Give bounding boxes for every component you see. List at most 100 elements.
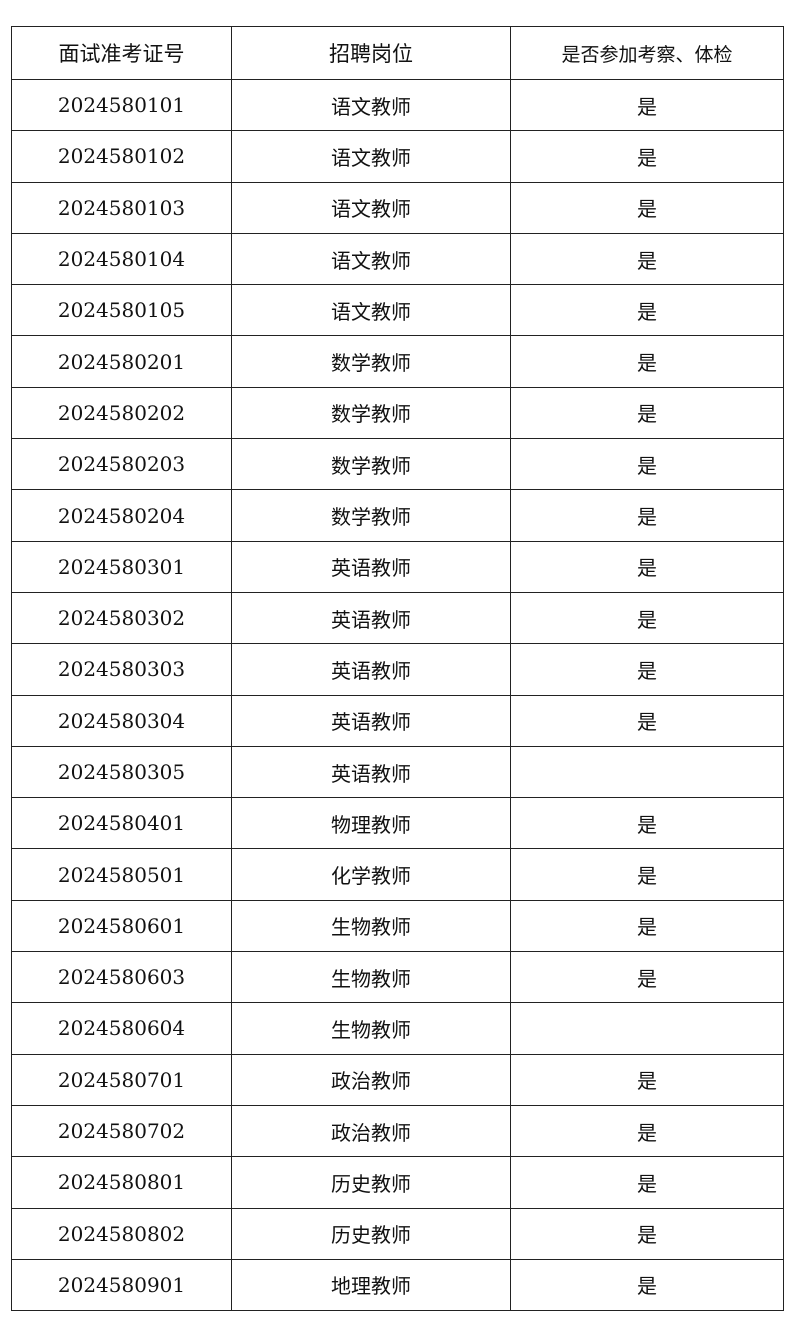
table-row: 2024580202 数学教师是 bbox=[11, 386, 784, 440]
table-row: 2024580305 英语教师 bbox=[11, 745, 784, 799]
attend-cell: 是 bbox=[510, 130, 784, 183]
table-row: 2024580701 政治教师是 bbox=[11, 1053, 784, 1106]
table-row: 2024580102 语文教师是 bbox=[11, 130, 784, 183]
table-row: 2024580604 生物教师 bbox=[11, 1002, 784, 1055]
attend-cell: 是 bbox=[510, 1207, 784, 1260]
position-cell: 化学教师 bbox=[231, 848, 511, 901]
table-row: 2024580104 语文教师是 bbox=[11, 232, 784, 286]
position-cell: 英语教师 bbox=[231, 694, 511, 747]
position-cell: 语文教师 bbox=[231, 284, 511, 337]
exam-id-cell: 2024580303 bbox=[11, 643, 232, 696]
position-cell: 语文教师 bbox=[231, 232, 511, 286]
table-row: 2024580204 数学教师是 bbox=[11, 489, 784, 542]
table-row: 2024580702 政治教师是 bbox=[11, 1104, 784, 1158]
exam-id-cell: 2024580802 bbox=[11, 1207, 232, 1260]
attend-cell: 是 bbox=[510, 694, 784, 747]
exam-id-cell: 2024580901 bbox=[11, 1258, 232, 1312]
table-row: 2024580105 语文教师是 bbox=[11, 284, 784, 337]
exam-id-cell: 2024580702 bbox=[11, 1104, 232, 1158]
attend-cell: 是 bbox=[510, 438, 784, 491]
position-cell: 数学教师 bbox=[231, 386, 511, 440]
attend-cell: 是 bbox=[510, 591, 784, 645]
exam-id-cell: 2024580604 bbox=[11, 1002, 232, 1055]
exam-id-cell: 2024580202 bbox=[11, 386, 232, 440]
table-row: 2024580201 数学教师是 bbox=[11, 335, 784, 388]
exam-id-cell: 2024580603 bbox=[11, 951, 232, 1004]
header-exam-id: 面试准考证号 bbox=[11, 26, 232, 80]
position-cell: 英语教师 bbox=[231, 643, 511, 696]
exam-id-cell: 2024580304 bbox=[11, 694, 232, 747]
position-cell: 生物教师 bbox=[231, 1002, 511, 1055]
exam-id-cell: 2024580201 bbox=[11, 335, 232, 388]
attend-cell bbox=[510, 1002, 784, 1055]
table-row: 2024580901 地理教师是 bbox=[11, 1258, 784, 1312]
exam-id-cell: 2024580102 bbox=[11, 130, 232, 183]
position-cell: 语文教师 bbox=[231, 181, 511, 234]
attend-cell: 是 bbox=[510, 1258, 784, 1312]
position-cell: 历史教师 bbox=[231, 1156, 511, 1209]
exam-id-cell: 2024580305 bbox=[11, 745, 232, 799]
exam-id-cell: 2024580101 bbox=[11, 78, 232, 132]
table-row: 2024580302 英语教师是 bbox=[11, 591, 784, 645]
exam-id-cell: 2024580204 bbox=[11, 489, 232, 542]
position-cell: 英语教师 bbox=[231, 745, 511, 799]
position-cell: 英语教师 bbox=[231, 591, 511, 645]
table-row: 2024580101 语文教师是 bbox=[11, 78, 784, 132]
exam-id-cell: 2024580401 bbox=[11, 797, 232, 850]
attend-cell: 是 bbox=[510, 78, 784, 132]
header-position: 招聘岗位 bbox=[231, 26, 511, 80]
exam-id-cell: 2024580103 bbox=[11, 181, 232, 234]
exam-id-cell: 2024580601 bbox=[11, 899, 232, 953]
table-row: 2024580301 英语教师是 bbox=[11, 540, 784, 593]
attend-cell: 是 bbox=[510, 1104, 784, 1158]
position-cell: 政治教师 bbox=[231, 1104, 511, 1158]
table-row: 2024580203 数学教师是 bbox=[11, 438, 784, 491]
exam-id-cell: 2024580104 bbox=[11, 232, 232, 286]
position-cell: 英语教师 bbox=[231, 540, 511, 593]
attend-cell: 是 bbox=[510, 951, 784, 1004]
position-cell: 物理教师 bbox=[231, 797, 511, 850]
attend-cell: 是 bbox=[510, 899, 784, 953]
position-cell: 政治教师 bbox=[231, 1053, 511, 1106]
attend-cell bbox=[510, 745, 784, 799]
attend-cell: 是 bbox=[510, 540, 784, 593]
position-cell: 数学教师 bbox=[231, 335, 511, 388]
position-cell: 语文教师 bbox=[231, 130, 511, 183]
table-row: 2024580303 英语教师是 bbox=[11, 643, 784, 696]
exam-id-cell: 2024580203 bbox=[11, 438, 232, 491]
exam-id-cell: 2024580302 bbox=[11, 591, 232, 645]
exam-id-cell: 2024580701 bbox=[11, 1053, 232, 1106]
attend-cell: 是 bbox=[510, 181, 784, 234]
position-cell: 地理教师 bbox=[231, 1258, 511, 1312]
table-row: 2024580601 生物教师是 bbox=[11, 899, 784, 953]
attend-cell: 是 bbox=[510, 1156, 784, 1209]
position-cell: 语文教师 bbox=[231, 78, 511, 132]
position-cell: 数学教师 bbox=[231, 438, 511, 491]
attend-cell: 是 bbox=[510, 643, 784, 696]
attend-cell: 是 bbox=[510, 335, 784, 388]
table-row: 2024580103 语文教师是 bbox=[11, 181, 784, 234]
position-cell: 生物教师 bbox=[231, 951, 511, 1004]
table-row: 2024580802 历史教师是 bbox=[11, 1207, 784, 1260]
header-attend: 是否参加考察、体检 bbox=[510, 26, 784, 80]
attend-cell: 是 bbox=[510, 284, 784, 337]
exam-id-cell: 2024580301 bbox=[11, 540, 232, 593]
exam-id-cell: 2024580801 bbox=[11, 1156, 232, 1209]
table-row: 2024580801 历史教师是 bbox=[11, 1156, 784, 1209]
attend-cell: 是 bbox=[510, 386, 784, 440]
position-cell: 生物教师 bbox=[231, 899, 511, 953]
attend-cell: 是 bbox=[510, 797, 784, 850]
table-body: 2024580101 语文教师是 2024580102 语文教师是 2024580103… bbox=[11, 78, 784, 1312]
header-row: 面试准考证号 招聘岗位 是否参加考察、体检 bbox=[11, 26, 784, 80]
table-row: 2024580501 化学教师是 bbox=[11, 848, 784, 901]
table-row: 2024580304 英语教师是 bbox=[11, 694, 784, 747]
attend-cell: 是 bbox=[510, 1053, 784, 1106]
attend-cell: 是 bbox=[510, 848, 784, 901]
position-cell: 数学教师 bbox=[231, 489, 511, 542]
results-table: 面试准考证号 招聘岗位 是否参加考察、体检 2024580101 语文教师是 202… bbox=[11, 26, 784, 1312]
table-row: 2024580603 生物教师是 bbox=[11, 951, 784, 1004]
exam-id-cell: 2024580501 bbox=[11, 848, 232, 901]
attend-cell: 是 bbox=[510, 232, 784, 286]
position-cell: 历史教师 bbox=[231, 1207, 511, 1260]
table-row: 2024580401 物理教师是 bbox=[11, 797, 784, 850]
